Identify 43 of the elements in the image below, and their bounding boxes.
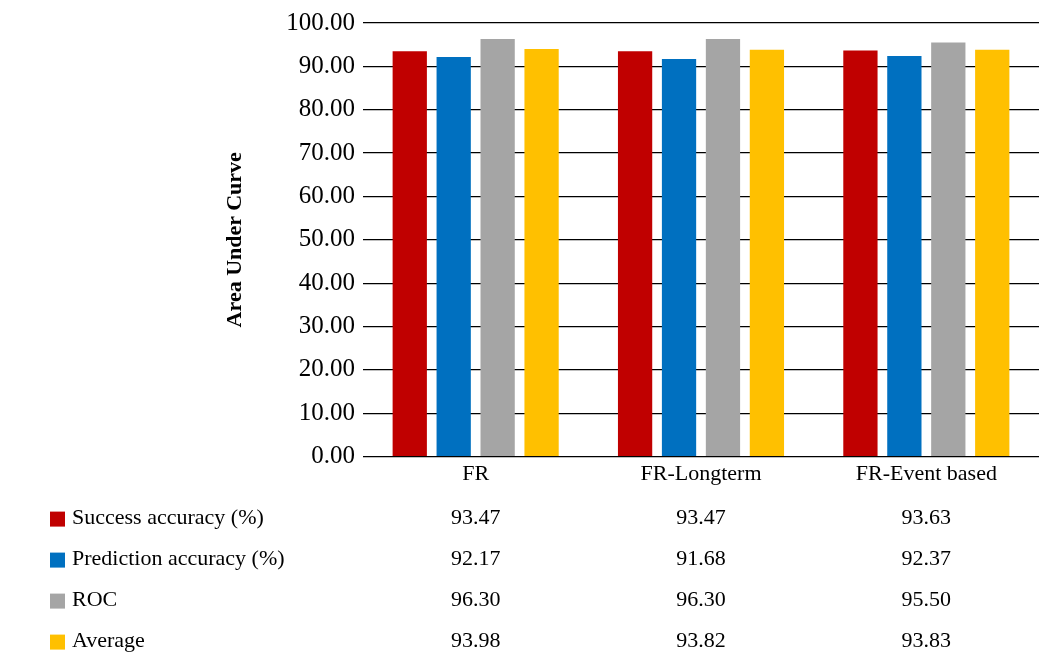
x-tick-label: FR-Event based — [855, 459, 997, 485]
bar — [749, 49, 785, 456]
y-tick-label: 100.00 — [286, 7, 355, 35]
data-label: 93.98 — [450, 627, 501, 653]
bar — [931, 42, 966, 456]
bar — [887, 56, 922, 456]
y-tick-label: 80.00 — [298, 94, 355, 122]
y-tick-label: 60.00 — [298, 181, 355, 208]
y-tick-label: 90.00 — [298, 50, 355, 78]
y-axis-title: Area Under Curve — [220, 151, 246, 328]
x-tick-label: FR — [462, 459, 490, 485]
data-label: 92.37 — [901, 545, 952, 571]
legend-label: Prediction accuracy (%) — [72, 545, 285, 571]
data-label: 96.30 — [450, 586, 501, 612]
bar — [705, 39, 741, 456]
data-label: 93.83 — [901, 627, 952, 653]
bar — [975, 49, 1010, 456]
data-label: 92.17 — [450, 545, 501, 571]
y-tick-label: 70.00 — [298, 137, 355, 165]
y-tick-label: 10.00 — [298, 397, 355, 425]
data-label: 93.63 — [901, 504, 952, 530]
bar — [436, 56, 471, 456]
legend-label: Success accuracy (%) — [72, 504, 264, 530]
y-tick-label: 0.00 — [311, 441, 355, 469]
bar — [524, 49, 559, 456]
bar — [661, 59, 697, 456]
data-label: 95.50 — [901, 586, 952, 612]
legend-label: Average — [72, 627, 145, 653]
data-label: 93.47 — [676, 504, 726, 530]
bar — [480, 39, 515, 456]
y-tick-label: 30.00 — [298, 311, 355, 339]
x-tick-label: FR-Longterm — [640, 459, 762, 485]
y-tick-label: 40.00 — [298, 267, 355, 295]
data-label: 93.82 — [676, 627, 726, 653]
data-label: 93.47 — [450, 504, 501, 530]
bar — [617, 51, 653, 456]
bar — [843, 50, 878, 456]
data-label: 91.68 — [676, 545, 726, 571]
bar — [392, 51, 427, 456]
data-label: 96.30 — [676, 586, 726, 612]
y-tick-label: 20.00 — [298, 354, 355, 382]
y-tick-label: 50.00 — [298, 224, 355, 252]
legend-label: ROC — [72, 586, 118, 612]
